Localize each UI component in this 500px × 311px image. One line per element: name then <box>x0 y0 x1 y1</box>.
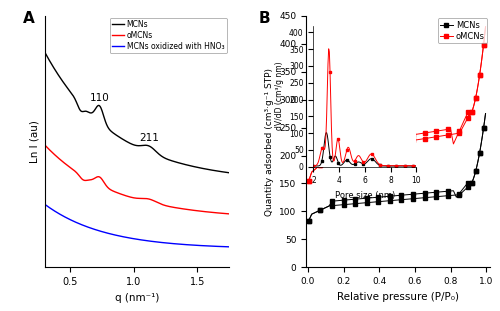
MCNs <box>142 143 148 147</box>
MCNs <box>192 165 198 169</box>
oMCNs <box>42 143 48 147</box>
oMCNs <box>323 158 329 162</box>
Line: MCNs oxidized with HNO₃: MCNs oxidized with HNO₃ <box>45 205 229 247</box>
Line: oMCNs: oMCNs <box>306 25 488 183</box>
MCNs oxidized with HNO₃ <box>152 240 158 244</box>
MCNs oxidized with HNO₃ <box>192 244 198 247</box>
Legend: MCNs, oMCNs: MCNs, oMCNs <box>438 18 488 43</box>
MCNs <box>130 143 136 146</box>
Text: 211: 211 <box>139 133 159 143</box>
Y-axis label: Quantity adsorbed (cm³·g⁻¹ STP): Quantity adsorbed (cm³·g⁻¹ STP) <box>264 67 274 216</box>
Line: MCNs: MCNs <box>45 53 229 173</box>
oMCNs <box>306 179 312 183</box>
oMCNs <box>152 199 158 203</box>
MCNs <box>42 51 48 54</box>
MCNs <box>152 148 158 152</box>
Legend: MCNs, oMCNs, MCNs oxidized with HNO₃: MCNs, oMCNs, MCNs oxidized with HNO₃ <box>110 18 226 53</box>
X-axis label: q (nm⁻¹): q (nm⁻¹) <box>115 293 159 303</box>
MCNs <box>130 142 136 146</box>
MCNs oxidized with HNO₃ <box>142 239 148 242</box>
oMCNs <box>470 107 476 111</box>
MCNs oxidized with HNO₃ <box>130 237 136 240</box>
MCNs <box>465 185 471 189</box>
oMCNs <box>130 196 136 199</box>
MCNs oxidized with HNO₃ <box>42 203 48 207</box>
oMCNs <box>467 114 473 118</box>
oMCNs <box>465 116 471 120</box>
MCNs <box>468 183 473 186</box>
MCNs oxidized with HNO₃ <box>222 245 228 248</box>
Y-axis label: Ln I (au): Ln I (au) <box>30 120 40 163</box>
MCNs <box>467 184 473 188</box>
oMCNs <box>130 196 136 200</box>
Line: MCNs: MCNs <box>306 111 488 223</box>
oMCNs <box>192 209 198 212</box>
MCNs <box>470 179 476 183</box>
oMCNs <box>474 86 480 89</box>
oMCNs <box>222 211 228 215</box>
oMCNs <box>142 197 148 200</box>
MCNs oxidized with HNO₃ <box>226 245 232 249</box>
Text: 110: 110 <box>90 93 110 103</box>
Text: B: B <box>258 11 270 26</box>
MCNs <box>323 206 329 209</box>
oMCNs <box>468 112 473 116</box>
MCNs <box>482 112 488 115</box>
oMCNs <box>482 25 488 29</box>
X-axis label: Relative pressure (P/P₀): Relative pressure (P/P₀) <box>337 292 459 302</box>
oMCNs <box>226 212 232 216</box>
Text: A: A <box>23 11 34 26</box>
MCNs <box>306 219 312 222</box>
Line: oMCNs: oMCNs <box>45 145 229 214</box>
MCNs <box>474 161 480 165</box>
MCNs oxidized with HNO₃ <box>130 237 136 240</box>
MCNs <box>226 171 232 174</box>
MCNs <box>222 170 228 174</box>
